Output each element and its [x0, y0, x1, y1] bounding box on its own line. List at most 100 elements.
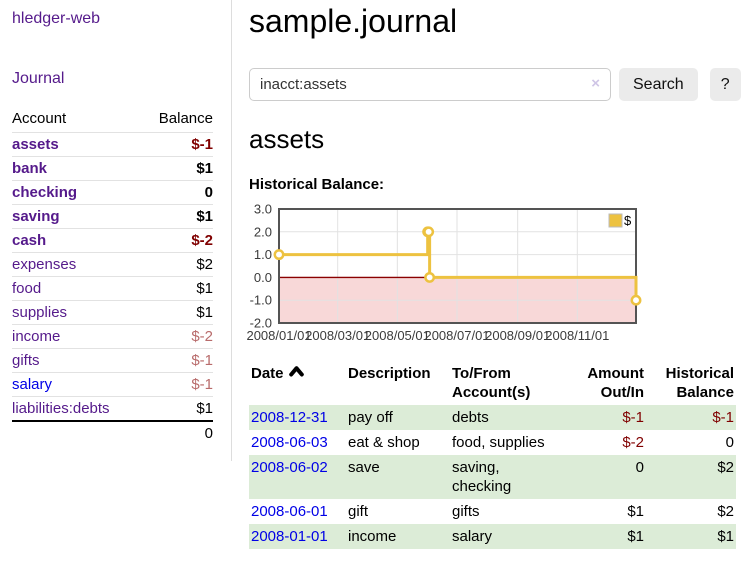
register-row[interactable]: 2008-06-01 gift gifts $1 $2	[249, 499, 736, 524]
register-cell-amount: $-2	[622, 434, 644, 451]
register-cell-accounts: gifts	[452, 503, 480, 520]
account-row: gifts $-1	[12, 348, 213, 373]
register-cell-description: pay off	[348, 409, 393, 426]
register-cell-balance: $2	[717, 459, 734, 476]
register-cell-accounts: food, supplies	[452, 434, 545, 451]
register-header-accounts: To/From Account(s)	[450, 362, 584, 405]
register-cell-date: 2008-12-31	[249, 405, 346, 430]
register-cell-balance: 0	[725, 434, 734, 451]
account-link-liabilities-debts[interactable]: liabilities:debts	[12, 400, 110, 417]
account-row: expenses $2	[12, 252, 213, 277]
y-axis-tick-label: -2.0	[250, 316, 272, 331]
search-input[interactable]	[249, 68, 611, 101]
data-point-marker[interactable]	[423, 226, 435, 238]
search-form: × Search ?	[249, 68, 742, 101]
account-link-bank[interactable]: bank	[12, 160, 48, 177]
account-row: assets $-1	[12, 132, 213, 157]
account-row: checking 0	[12, 180, 213, 205]
account-balance: $-1	[141, 348, 213, 373]
account-name-cell: cash	[12, 228, 142, 253]
account-name-cell: expenses	[12, 252, 142, 277]
account-link-saving[interactable]: saving	[12, 208, 60, 225]
account-balance: $-2	[141, 324, 213, 349]
transaction-date-link[interactable]: 2008-06-01	[251, 503, 328, 520]
register-cell-accounts: debts	[452, 409, 489, 426]
account-link-supplies[interactable]: supplies	[12, 304, 68, 321]
transaction-date-link[interactable]: 2008-06-02	[251, 459, 328, 476]
accounts-balance-table: Account Balance assets $-1 bank $1 checking 0…	[12, 107, 213, 445]
data-point-marker[interactable]	[630, 294, 642, 306]
register-cell-amount: $1	[627, 503, 644, 520]
register-header-label: Description	[348, 365, 431, 382]
register-header-label: Account(s)	[452, 384, 531, 401]
data-point-marker[interactable]	[273, 249, 285, 261]
account-link-gifts[interactable]: gifts	[12, 352, 40, 369]
account-name-cell: salary	[12, 372, 142, 397]
register-row[interactable]: 2008-06-02 save saving, checking 0 $2	[249, 455, 736, 499]
account-name-cell: gifts	[12, 348, 142, 373]
y-axis-tick-label: 1.0	[254, 247, 272, 262]
account-row: liabilities:debts $1	[12, 396, 213, 421]
account-link-income[interactable]: income	[12, 328, 61, 345]
register-row[interactable]: 2008-12-31 pay off debts $-1 $-1	[249, 405, 736, 430]
accounts-total-row: 0	[12, 420, 213, 445]
help-button[interactable]: ?	[709, 68, 741, 101]
historical-balance-chart[interactable]: 3.0 2.0 1.0 0.0 -1.0 -2.0 2008/01/01 2008/03/01…	[246, 202, 736, 343]
chart-canvas: 3.0 2.0 1.0 0.0 -1.0 -2.02008/01/012008/03/01…	[246, 202, 642, 343]
x-axis-tick-label: 2008/07/01	[424, 328, 489, 343]
register-cell-description: income	[348, 528, 397, 545]
register-header-label: Out/In	[600, 384, 644, 401]
account-name-cell: food	[12, 276, 142, 301]
register-header-date[interactable]: Date	[249, 362, 346, 405]
main-content: sample.journal × Search ? assets Histori…	[232, 0, 742, 549]
register-cell-date: 2008-06-02	[249, 455, 346, 499]
account-balance: $1	[141, 156, 213, 181]
register-header-amount: Amount Out/In	[584, 362, 646, 405]
account-link-checking[interactable]: checking	[12, 184, 78, 201]
account-balance: $-2	[141, 228, 213, 253]
plot-border	[278, 208, 637, 324]
account-link-salary[interactable]: salary	[12, 376, 53, 393]
sidebar-item-journal[interactable]: Journal	[12, 70, 65, 87]
register-cell-date: 2008-06-01	[249, 499, 346, 524]
account-link-assets[interactable]: assets	[12, 136, 59, 153]
account-row: salary $-1	[12, 372, 213, 397]
account-name-cell: saving	[12, 204, 142, 229]
y-axis-tick-label: -1.0	[250, 293, 272, 308]
chart-title: Historical Balance:	[249, 176, 385, 193]
register-cell-date: 2008-06-03	[249, 430, 346, 455]
transaction-date-link[interactable]: 2008-01-01	[251, 528, 328, 545]
x-axis-tick-label: 2008/11/01	[545, 328, 609, 343]
search-button[interactable]: Search	[619, 68, 698, 101]
account-row: supplies $1	[12, 300, 213, 325]
transaction-date-link[interactable]: 2008-06-03	[251, 434, 328, 451]
app-brand-link[interactable]: hledger-web	[12, 10, 101, 27]
register-cell-amount: 0	[635, 459, 644, 476]
register-row[interactable]: 2008-01-01 income salary $1 $1	[249, 524, 736, 549]
legend-label: $	[624, 213, 632, 228]
register-table: Date Description To/From Account(s) Amount Ou…	[249, 362, 736, 549]
register-cell-amount: $-1	[622, 409, 644, 426]
register-cell-description: eat & shop	[348, 434, 420, 451]
register-cell-balance: $-1	[712, 409, 734, 426]
balance-column-header: Balance	[158, 110, 213, 127]
x-axis-tick-label: 2008/03/01	[305, 328, 370, 343]
register-cell-description: gift	[348, 503, 369, 520]
register-header-label: Date	[251, 365, 284, 382]
transaction-date-link[interactable]: 2008-12-31	[251, 409, 328, 426]
x-axis-tick-label: 2008/09/01	[485, 328, 550, 343]
sort-ascending-chevron-up-icon[interactable]	[288, 365, 304, 377]
clear-search-icon[interactable]: ×	[591, 75, 600, 92]
account-link-expenses[interactable]: expenses	[12, 256, 77, 273]
page-title: sample.journal	[249, 3, 458, 39]
register-row[interactable]: 2008-06-03 eat & shop food, supplies $-2 0	[249, 430, 736, 455]
x-axis-tick-label: 2008/05/01	[365, 328, 430, 343]
account-link-cash[interactable]: cash	[12, 232, 47, 249]
data-point-marker[interactable]	[424, 271, 436, 283]
account-row: income $-2	[12, 324, 213, 349]
account-link-food[interactable]: food	[12, 280, 42, 297]
accounts-column-header: Account	[12, 110, 67, 127]
register-header-label: To/From	[452, 365, 511, 382]
account-balance: $-1	[141, 372, 213, 397]
account-balance: 0	[141, 180, 213, 205]
